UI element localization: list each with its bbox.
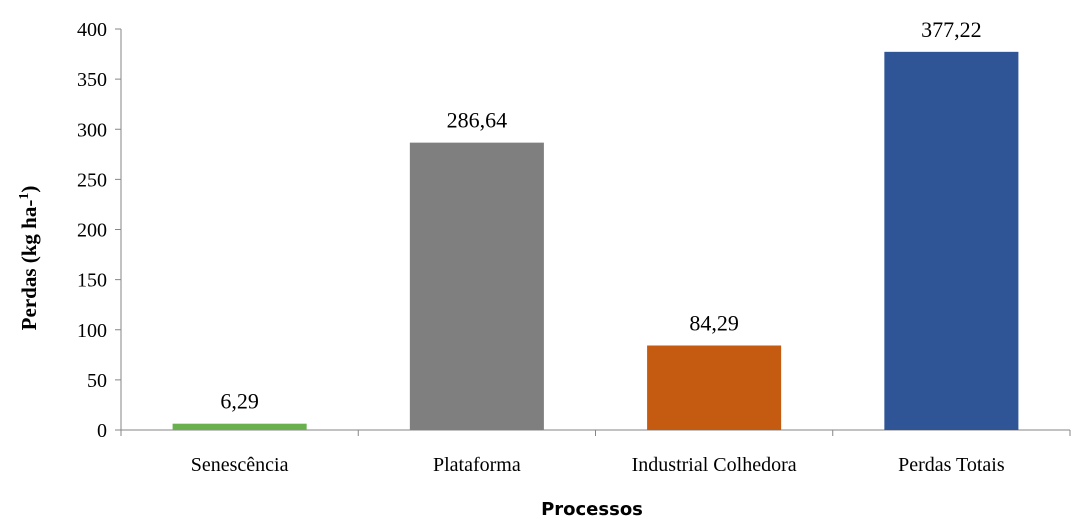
y-tick-label: 150 <box>77 270 107 292</box>
y-axis: 0 50 100 150 200 250 300 350 400 <box>77 19 122 442</box>
y-tick-label: 250 <box>77 169 107 191</box>
x-axis <box>120 429 1071 436</box>
category-label: Perdas Totais <box>898 454 1005 476</box>
y-axis-title-superscript: 1 <box>17 193 32 200</box>
y-tick-label: 100 <box>77 320 107 342</box>
y-tick-label: 50 <box>87 370 107 392</box>
bar <box>884 51 1019 431</box>
data-label: 286,64 <box>447 108 508 133</box>
bar <box>409 142 544 430</box>
y-tick-label: 300 <box>77 119 107 141</box>
bar <box>172 423 307 430</box>
y-tick-label: 0 <box>97 420 107 442</box>
category-label: Industrial Colhedora <box>632 454 797 476</box>
data-label: 84,29 <box>689 310 739 335</box>
y-axis-title: Perdas (kg ha-1) <box>17 186 41 331</box>
bar <box>647 345 782 430</box>
data-label: 377,22 <box>921 17 982 42</box>
y-tick-label: 200 <box>77 220 107 242</box>
y-tick-label: 350 <box>77 69 107 91</box>
category-label: Senescência <box>191 454 289 476</box>
data-label: 6,29 <box>220 389 259 414</box>
x-axis-title: Processos <box>541 499 643 520</box>
category-label: Plataforma <box>433 454 521 476</box>
y-tick-label: 400 <box>77 19 107 41</box>
